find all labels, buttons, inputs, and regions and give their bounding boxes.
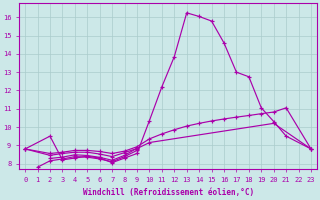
X-axis label: Windchill (Refroidissement éolien,°C): Windchill (Refroidissement éolien,°C) — [83, 188, 254, 197]
